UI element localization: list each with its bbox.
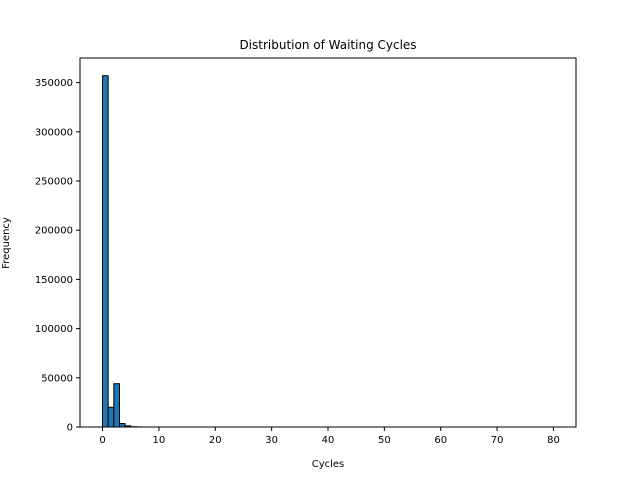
- histogram-bar: [102, 75, 109, 428]
- y-tick-label: 150000: [35, 275, 73, 286]
- x-tick-label: 60: [434, 435, 447, 446]
- x-tick-label: 10: [153, 435, 166, 446]
- x-tick-label: 50: [378, 435, 391, 446]
- histogram-bar: [118, 423, 126, 428]
- y-tick-label: 250000: [35, 177, 73, 188]
- x-tick-label: 70: [491, 435, 504, 446]
- x-axis-label: Cycles: [312, 459, 345, 470]
- y-tick-label: 300000: [35, 127, 73, 138]
- y-tick-label: 200000: [35, 226, 73, 237]
- chart-title: Distribution of Waiting Cycles: [239, 38, 416, 52]
- x-tick-label: 40: [322, 435, 335, 446]
- x-tick-label: 30: [265, 435, 278, 446]
- histogram-bar: [113, 383, 120, 428]
- y-tick-label: 350000: [35, 78, 73, 89]
- x-tick-label: 20: [209, 435, 222, 446]
- x-axis: 0 10 20 30 40 50 60 70 80: [99, 427, 560, 446]
- histogram-bar: [107, 406, 115, 428]
- y-tick-label: 0: [67, 423, 73, 434]
- y-tick-label: 100000: [35, 324, 73, 335]
- y-axis-label: Frequency: [1, 217, 12, 269]
- x-tick-label: 80: [547, 435, 560, 446]
- y-tick-label: 50000: [41, 373, 73, 384]
- y-axis: 0 50000 100000 150000 200000 250000 300000 3500…: [35, 78, 80, 434]
- x-tick-label: 0: [99, 435, 105, 446]
